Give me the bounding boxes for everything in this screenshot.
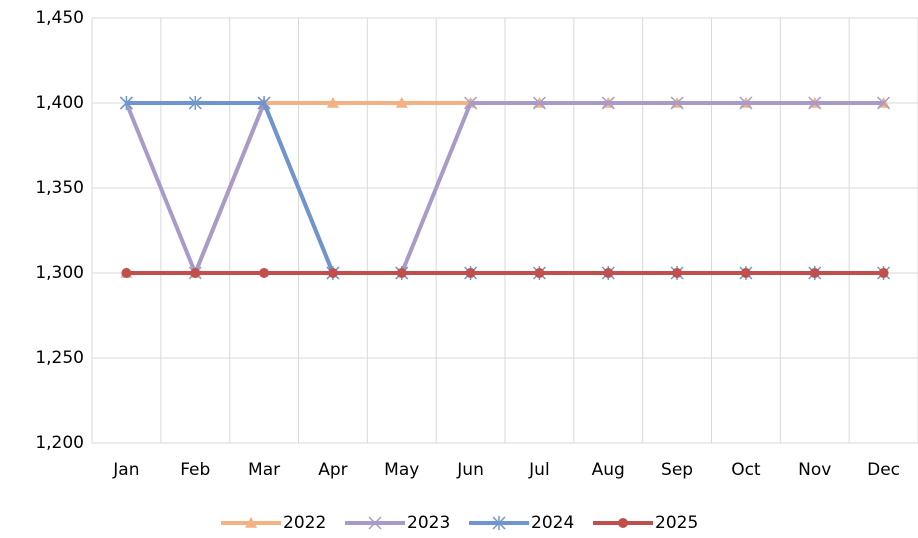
x-tick-label: Mar <box>248 460 280 480</box>
y-tick-label: 1,250 <box>35 348 84 368</box>
marker <box>878 268 889 278</box>
series-line <box>124 101 884 275</box>
marker-shape <box>808 96 822 110</box>
y-tick-label: 1,350 <box>35 178 84 198</box>
marker <box>670 96 684 110</box>
marker-shape <box>257 96 271 110</box>
marker-shape <box>259 268 270 278</box>
marker-shape <box>618 518 628 528</box>
x-tick-label: Apr <box>318 460 347 480</box>
marker <box>395 97 408 108</box>
marker <box>188 96 202 110</box>
marker-shape <box>190 268 201 278</box>
marker <box>327 268 338 278</box>
x-tick-label: Jul <box>528 460 550 480</box>
marker-shape <box>739 96 753 110</box>
y-tick-label: 1,200 <box>35 433 84 453</box>
legend-label: 2023 <box>407 513 450 533</box>
marker-shape <box>809 268 820 278</box>
x-tick-label: Feb <box>180 460 210 480</box>
marker-shape <box>395 97 408 108</box>
marker-shape <box>245 517 257 528</box>
legend-label: 2025 <box>655 513 698 533</box>
marker <box>601 96 615 110</box>
marker-shape <box>464 96 478 110</box>
marker-shape <box>740 268 751 278</box>
x-tick-label: Dec <box>867 460 900 480</box>
marker <box>739 96 753 110</box>
marker-shape <box>532 96 546 110</box>
legend-label: 2024 <box>531 513 574 533</box>
marker <box>534 268 545 278</box>
marker <box>326 97 339 108</box>
marker-shape <box>534 268 545 278</box>
marker <box>190 268 201 278</box>
legend: 2022 2023 2024 2025 <box>221 513 698 533</box>
x-tick-label: May <box>384 460 419 480</box>
x-tick-label: Aug <box>592 460 625 480</box>
x-tick-label: Oct <box>731 460 761 480</box>
marker-shape <box>603 268 614 278</box>
marker <box>740 268 751 278</box>
y-tick-label: 1,450 <box>35 8 84 28</box>
x-tick-label: Jan <box>112 460 139 480</box>
marker-shape <box>878 268 889 278</box>
marker-shape <box>877 96 891 110</box>
marker-shape <box>327 268 338 278</box>
marker-shape <box>119 96 133 110</box>
marker-shape <box>326 97 339 108</box>
marker-shape <box>188 96 202 110</box>
marker-shape <box>672 268 683 278</box>
y-tick-label: 1,400 <box>35 93 84 113</box>
marker-shape <box>396 268 407 278</box>
marker-shape <box>492 516 506 530</box>
marker-shape <box>670 96 684 110</box>
marker <box>257 96 271 110</box>
legend-label: 2022 <box>283 513 326 533</box>
marker <box>603 268 614 278</box>
marker <box>808 96 822 110</box>
marker <box>396 268 407 278</box>
marker <box>618 518 628 528</box>
marker <box>368 516 382 530</box>
marker <box>464 96 478 110</box>
marker <box>119 96 133 110</box>
marker <box>259 268 270 278</box>
y-tick-label: 1,300 <box>35 263 84 283</box>
marker <box>465 268 476 278</box>
marker <box>532 96 546 110</box>
x-tick-label: Sep <box>661 460 693 480</box>
x-tick-label: Nov <box>798 460 831 480</box>
marker <box>877 96 891 110</box>
marker-shape <box>601 96 615 110</box>
marker <box>672 268 683 278</box>
marker-shape <box>368 516 382 530</box>
marker-shape <box>465 268 476 278</box>
marker <box>492 516 506 530</box>
marker-shape <box>121 268 132 278</box>
x-tick-label: Jun <box>456 460 484 480</box>
marker <box>245 517 257 528</box>
marker <box>121 268 132 278</box>
marker <box>809 268 820 278</box>
